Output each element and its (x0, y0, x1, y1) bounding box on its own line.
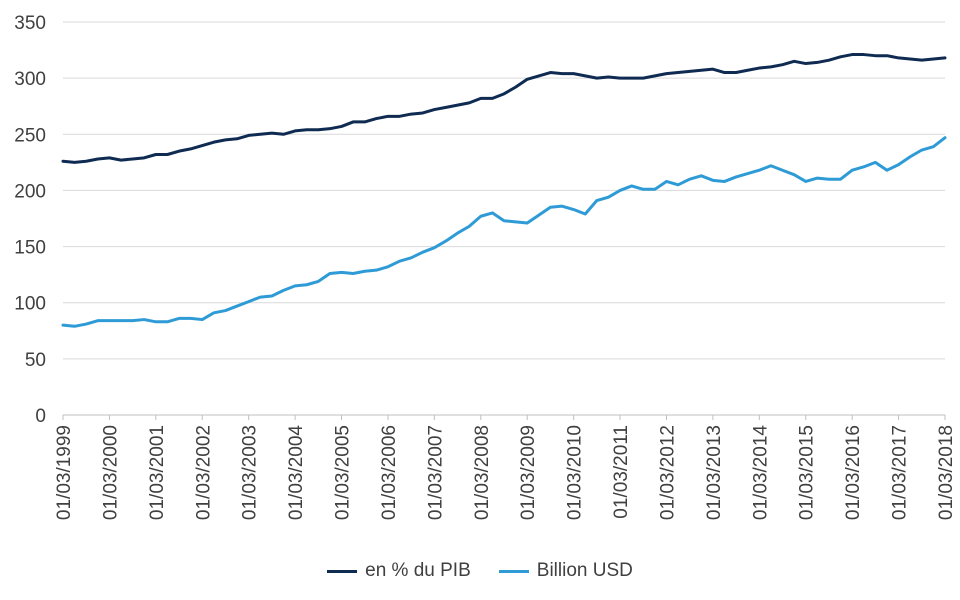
x-tick-label: 01/03/2018 (936, 425, 957, 520)
x-tick-label: 01/03/2006 (379, 425, 400, 520)
series-lines (61, 53, 947, 328)
x-axis-tick-labels: 01/03/1999 01/03/2000 01/03/2001 01/03/2002… (54, 415, 957, 520)
x-tick-label: 01/03/1999 (54, 425, 75, 520)
x-tick-label: 01/03/2010 (565, 425, 586, 520)
legend-item-series-1: Billion USD (498, 560, 633, 582)
legend: en % du PIB Billion USD (0, 560, 960, 582)
y-tick-label: 200 (14, 181, 46, 202)
series-line-0 (61, 53, 947, 164)
legend-label-series-1: Billion USD (536, 560, 633, 581)
x-tick-label: 01/03/2009 (518, 425, 539, 520)
x-tick-label: 01/03/2016 (843, 425, 864, 520)
y-tick-label: 250 (14, 125, 46, 146)
legend-item-series-0: en % du PIB (327, 560, 471, 582)
legend-swatch-series-0 (327, 569, 358, 573)
x-tick-label: 01/03/2015 (797, 425, 818, 520)
x-tick-label: 01/03/2017 (890, 425, 911, 520)
x-tick-label: 01/03/2014 (750, 425, 771, 521)
y-tick-label: 0 (35, 406, 46, 427)
legend-label-series-0: en % du PIB (365, 560, 471, 581)
x-tick-label: 01/03/2004 (286, 425, 307, 521)
x-tick-label: 01/03/2011 (611, 425, 632, 519)
x-tick-label: 01/03/2012 (657, 425, 678, 520)
series-line-1 (61, 136, 947, 328)
x-tick-label: 01/03/2013 (704, 425, 725, 520)
x-tick-label: 01/03/2005 (333, 425, 354, 520)
x-tick-label: 01/03/2003 (240, 425, 261, 520)
x-tick-label: 01/03/2007 (425, 425, 446, 520)
legend-swatch-series-1 (498, 569, 529, 573)
x-tick-label: 01/03/2008 (472, 425, 493, 520)
y-tick-label: 50 (25, 350, 46, 371)
gridlines (63, 21, 945, 416)
line-chart-canvas: 0 50 100 150 200 250 300 350 01/03/1999 01/03/20… (14, 13, 957, 520)
y-tick-label: 350 (14, 13, 46, 34)
y-axis-tick-labels: 0 50 100 150 200 250 300 350 (14, 13, 46, 427)
y-tick-label: 100 (14, 294, 46, 315)
x-tick-label: 01/03/2000 (100, 425, 121, 520)
x-tick-label: 01/03/2002 (193, 425, 214, 520)
y-tick-label: 150 (14, 238, 46, 259)
y-tick-label: 300 (14, 69, 46, 90)
x-tick-label: 01/03/2001 (147, 425, 168, 520)
